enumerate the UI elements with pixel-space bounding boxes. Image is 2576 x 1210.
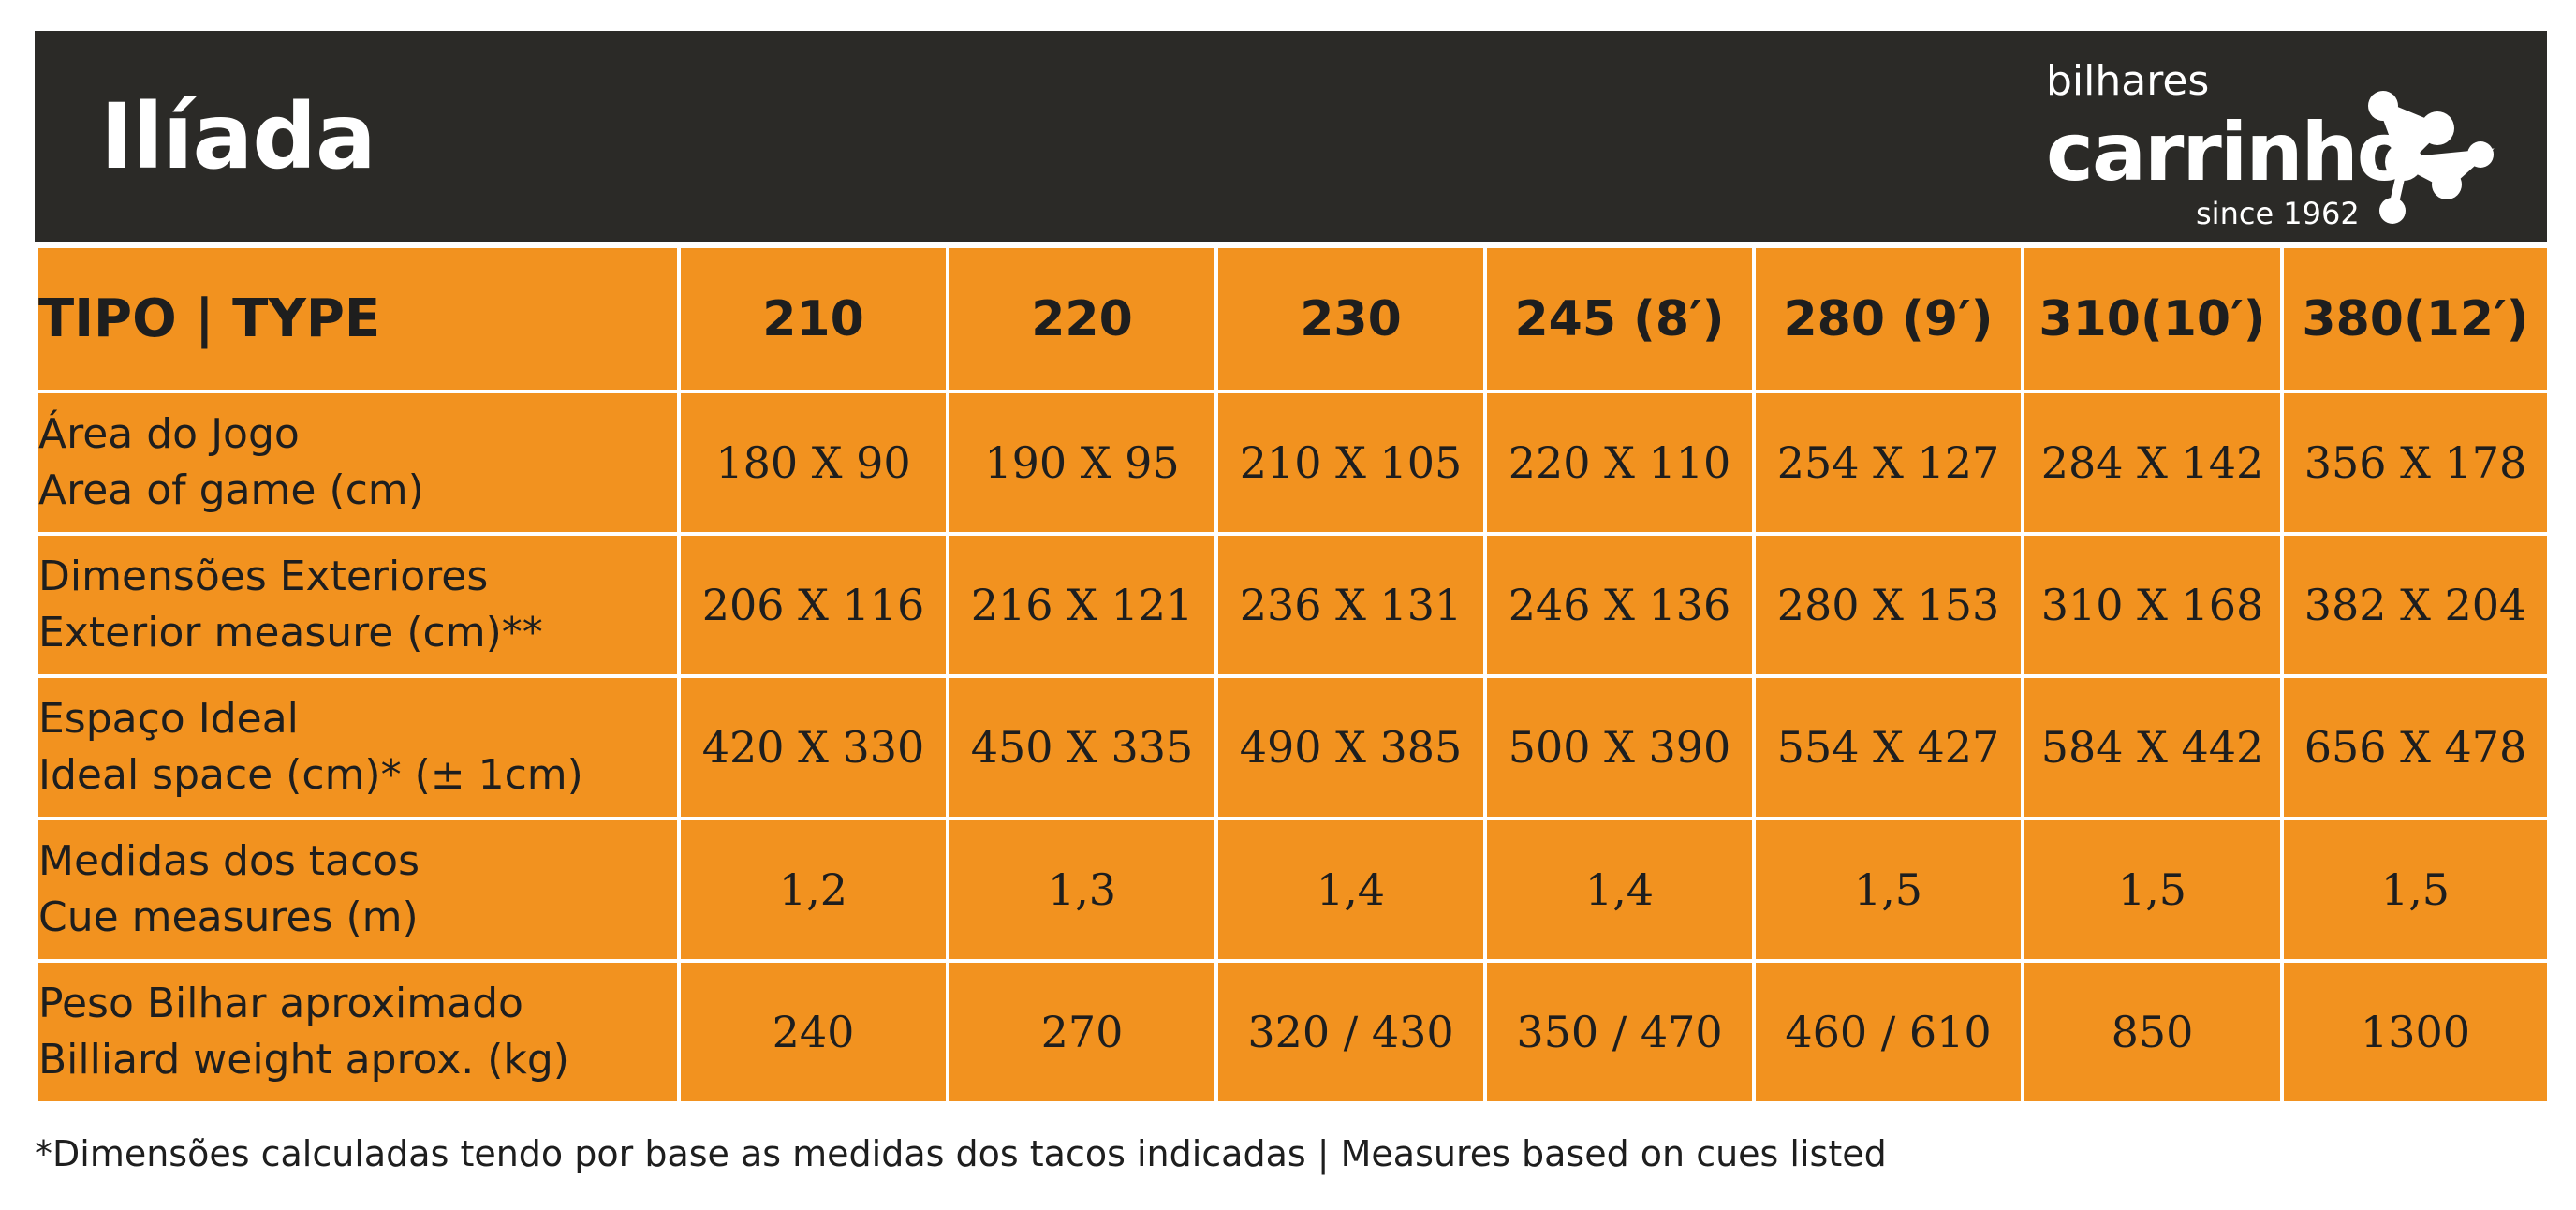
row-label-en: Cue measures (m) xyxy=(38,893,419,941)
row-label-en: Billiard weight aprox. (kg) xyxy=(38,1036,569,1084)
brand-logo: bilhares carrinho since 1962 xyxy=(2046,57,2495,231)
table-cell: 584 X 442 xyxy=(2021,674,2284,820)
row-label-en: Exterior measure (cm)** xyxy=(38,609,543,657)
footnote: *Dimensões calculadas tendo por base as … xyxy=(35,1133,1887,1174)
table-cell: 216 X 121 xyxy=(946,532,1218,678)
table-row: Espaço Ideal Ideal space (cm)* (± 1cm) 4… xyxy=(35,674,2551,820)
table-cell: 246 X 136 xyxy=(1483,532,1756,678)
table-cell: 1,5 xyxy=(2021,817,2284,963)
table-cell: 1,4 xyxy=(1483,817,1756,963)
table-cell: 1,3 xyxy=(946,817,1218,963)
row-label-en: Ideal space (cm)* (± 1cm) xyxy=(38,751,583,799)
specs-table: TIPO | TYPE 210 220 230 245 (8′) 280 (9′… xyxy=(35,244,2551,1105)
table-row: Peso Bilhar aproximado Billiard weight a… xyxy=(35,959,2551,1105)
table-cell: 350 / 470 xyxy=(1483,959,1756,1105)
table-cell: 236 X 131 xyxy=(1214,532,1487,678)
column-header: 230 xyxy=(1214,244,1487,393)
column-header: 210 xyxy=(677,244,949,393)
table-header-row: TIPO | TYPE 210 220 230 245 (8′) 280 (9′… xyxy=(35,244,2551,393)
row-label: Espaço Ideal Ideal space (cm)* (± 1cm) xyxy=(35,674,681,820)
table-cell: 850 xyxy=(2021,959,2284,1105)
table-cell: 284 X 142 xyxy=(2021,390,2284,536)
logo-top-text: bilhares xyxy=(2046,57,2210,105)
table-row: Medidas dos tacos Cue measures (m) 1,2 1… xyxy=(35,817,2551,963)
table-cell: 450 X 335 xyxy=(946,674,1218,820)
table-cell: 1,5 xyxy=(1752,817,2024,963)
table-row: Área do Jogo Area of game (cm) 180 X 90 … xyxy=(35,390,2551,536)
table-cell: 1,4 xyxy=(1214,817,1487,963)
row-label: Peso Bilhar aproximado Billiard weight a… xyxy=(35,959,681,1105)
page-title: Ilíada xyxy=(100,83,376,189)
row-label: Dimensões Exteriores Exterior measure (c… xyxy=(35,532,681,678)
table-cell: 1,5 xyxy=(2280,817,2551,963)
column-header: 220 xyxy=(946,244,1218,393)
row-label: Área do Jogo Area of game (cm) xyxy=(35,390,681,536)
table-cell: 500 X 390 xyxy=(1483,674,1756,820)
table-cell: 320 / 430 xyxy=(1214,959,1487,1105)
table-cell: 310 X 168 xyxy=(2021,532,2284,678)
row-label-pt: Dimensões Exteriores xyxy=(38,553,489,600)
table-cell: 1,2 xyxy=(677,817,949,963)
table-cell: 460 / 610 xyxy=(1752,959,2024,1105)
column-header: 380(12′) xyxy=(2280,244,2551,393)
table-cell: 280 X 153 xyxy=(1752,532,2024,678)
row-label: Medidas dos tacos Cue measures (m) xyxy=(35,817,681,963)
logo-sub-text: since 1962 xyxy=(2196,196,2360,231)
table-cell: 210 X 105 xyxy=(1214,390,1487,536)
row-label-pt: Espaço Ideal xyxy=(38,695,299,743)
table-cell: 382 X 204 xyxy=(2280,532,2551,678)
row-label-en: Area of game (cm) xyxy=(38,466,424,514)
molecule-icon xyxy=(2368,91,2495,224)
table-row: Dimensões Exteriores Exterior measure (c… xyxy=(35,532,2551,678)
table-cell: 490 X 385 xyxy=(1214,674,1487,820)
table-cell: 420 X 330 xyxy=(677,674,949,820)
table-cell: 554 X 427 xyxy=(1752,674,2024,820)
table-cell: 240 xyxy=(677,959,949,1105)
table-cell: 190 X 95 xyxy=(946,390,1218,536)
row-label-pt: Peso Bilhar aproximado xyxy=(38,980,523,1027)
table-cell: 254 X 127 xyxy=(1752,390,2024,536)
table-cell: 1300 xyxy=(2280,959,2551,1105)
table-cell: 180 X 90 xyxy=(677,390,949,536)
table-cell: 220 X 110 xyxy=(1483,390,1756,536)
header-bar: Ilíada bilhares carrinho since 1962 xyxy=(35,31,2547,242)
table-cell: 206 X 116 xyxy=(677,532,949,678)
corner-label: TIPO | TYPE xyxy=(35,244,681,393)
column-header: 280 (9′) xyxy=(1752,244,2024,393)
row-label-pt: Área do Jogo xyxy=(38,410,300,458)
column-header: 310(10′) xyxy=(2021,244,2284,393)
row-label-pt: Medidas dos tacos xyxy=(38,837,420,885)
logo-main-text: carrinho xyxy=(2046,106,2412,199)
table-cell: 356 X 178 xyxy=(2280,390,2551,536)
column-header: 245 (8′) xyxy=(1483,244,1756,393)
table-cell: 270 xyxy=(946,959,1218,1105)
table-cell: 656 X 478 xyxy=(2280,674,2551,820)
